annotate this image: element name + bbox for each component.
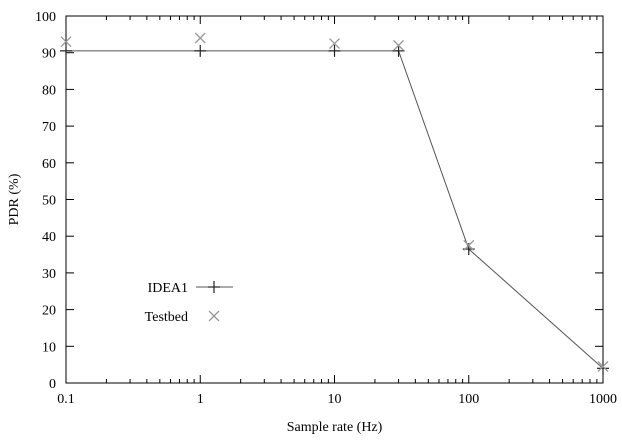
x-tick-label: 1 bbox=[197, 392, 204, 407]
y-axis-ticks: 0 10 20 30 40 50 60 70 80 90 100 bbox=[35, 10, 603, 392]
legend-entry: Testbed bbox=[145, 310, 220, 325]
legend: IDEA1 Testbed bbox=[145, 281, 233, 325]
data-point-cross bbox=[194, 32, 206, 44]
legend-label: Testbed bbox=[145, 310, 188, 325]
series-line bbox=[66, 50, 604, 369]
y-tick-label: 30 bbox=[42, 267, 56, 282]
x-axis-title: Sample rate (Hz) bbox=[287, 420, 383, 435]
data-point-plus bbox=[60, 44, 72, 57]
plot-frame bbox=[65, 15, 604, 384]
x-tick-label: 1000 bbox=[589, 392, 617, 407]
axes bbox=[65, 15, 604, 384]
data-point-cross bbox=[60, 36, 72, 48]
y-tick-label: 0 bbox=[49, 377, 56, 392]
y-tick-label: 100 bbox=[35, 10, 56, 25]
y-tick-label: 50 bbox=[42, 194, 56, 209]
data-point-cross bbox=[329, 38, 340, 49]
y-tick-label: 20 bbox=[42, 304, 56, 319]
legend-swatch-cross bbox=[208, 310, 220, 322]
legend-label: IDEA1 bbox=[148, 281, 188, 296]
series-layer bbox=[60, 32, 609, 375]
legend-swatch-plus bbox=[208, 281, 220, 293]
data-point-plus bbox=[597, 362, 609, 375]
y-tick-label: 10 bbox=[42, 340, 56, 355]
data-point-cross bbox=[597, 361, 609, 372]
y-tick-label: 70 bbox=[42, 120, 56, 135]
data-point-cross bbox=[463, 239, 475, 251]
y-tick-label: 80 bbox=[42, 83, 56, 98]
x-tick-label: 10 bbox=[328, 392, 342, 407]
data-point-plus bbox=[328, 44, 341, 57]
y-tick-label: 90 bbox=[42, 47, 56, 62]
data-point-cross bbox=[393, 39, 405, 51]
data-point-plus bbox=[194, 44, 207, 57]
x-axis-ticks: 0.1 1 10 100 1000 bbox=[57, 16, 617, 407]
series-idea1 bbox=[60, 44, 609, 375]
series-testbed bbox=[60, 32, 609, 372]
legend-entry: IDEA1 bbox=[148, 281, 233, 296]
y-tick-label: 60 bbox=[42, 157, 56, 172]
data-point-plus bbox=[392, 44, 405, 57]
y-axis-title: PDR (%) bbox=[7, 173, 22, 225]
x-tick-label: 0.1 bbox=[57, 392, 75, 407]
y-tick-label: 40 bbox=[42, 230, 56, 245]
x-tick-label: 100 bbox=[458, 392, 479, 407]
